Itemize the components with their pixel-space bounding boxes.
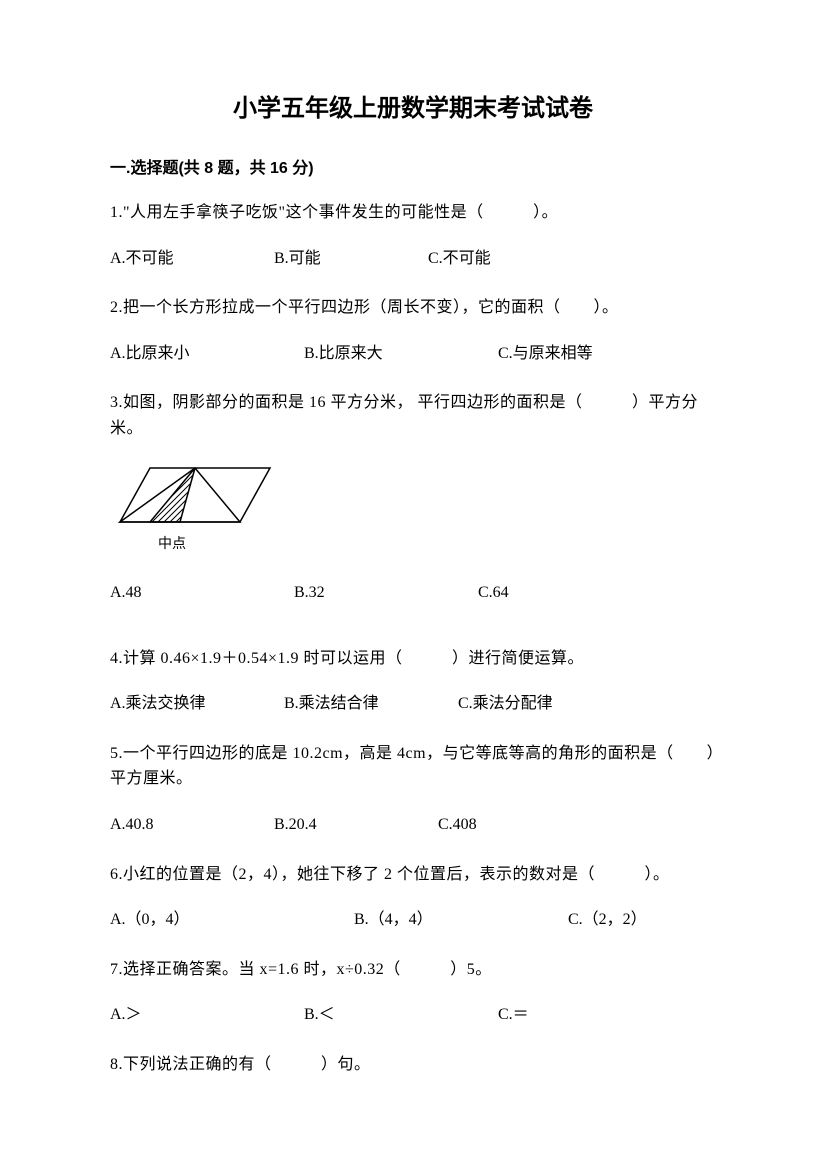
option-2a: A.比原来小 (110, 341, 300, 367)
option-4b: B.乘法结合律 (284, 691, 454, 717)
option-3a: A.48 (110, 580, 290, 606)
figure-label-midpoint: 中点 (158, 534, 716, 556)
section-heading-1: 一.选择题(共 8 题，共 16 分) (110, 156, 716, 182)
question-6-options: A.（0，4） B.（4，4） C.（2，2） (110, 907, 716, 933)
option-5b: B.20.4 (274, 812, 434, 838)
question-1-options: A.不可能 B.可能 C.不可能 (110, 246, 716, 272)
question-5: 5.一个平行四边形的底是 10.2cm，高是 4cm，与它等底等高的角形的面积是… (110, 741, 716, 792)
question-3-figure: 中点 (110, 462, 716, 556)
question-5-options: A.40.8 B.20.4 C.408 (110, 812, 716, 838)
question-3-options: A.48 B.32 C.64 (110, 580, 716, 606)
option-7b: B.＜ (304, 1002, 494, 1028)
option-7a: A.＞ (110, 1002, 300, 1028)
option-4c: C.乘法分配律 (458, 691, 553, 717)
option-6a: A.（0，4） (110, 907, 350, 933)
option-2c: C.与原来相等 (498, 341, 593, 367)
option-1a: A.不可能 (110, 246, 270, 272)
option-7c: C.＝ (498, 1002, 529, 1028)
option-1c: C.不可能 (428, 246, 491, 272)
option-6b: B.（4，4） (354, 907, 564, 933)
question-6: 6.小红的位置是（2，4），她往下移了 2 个位置后，表示的数对是（ ）。 (110, 862, 716, 888)
question-7-options: A.＞ B.＜ C.＝ (110, 1002, 716, 1028)
option-5a: A.40.8 (110, 812, 270, 838)
option-3c: C.64 (478, 580, 509, 606)
question-1: 1."人用左手拿筷子吃饭"这个事件发生的可能性是（ ）。 (110, 200, 716, 226)
page-title: 小学五年级上册数学期末考试试卷 (110, 90, 716, 128)
question-4-options: A.乘法交换律 B.乘法结合律 C.乘法分配律 (110, 691, 716, 717)
option-1b: B.可能 (274, 246, 424, 272)
question-2-options: A.比原来小 B.比原来大 C.与原来相等 (110, 341, 716, 367)
option-3b: B.32 (294, 580, 474, 606)
option-4a: A.乘法交换律 (110, 691, 280, 717)
question-3: 3.如图，阴影部分的面积是 16 平方分米， 平行四边形的面积是（ ）平方分米。 (110, 390, 716, 441)
question-4: 4.计算 0.46×1.9＋0.54×1.9 时可以运用（ ）进行简便运算。 (110, 646, 716, 672)
question-8: 8.下列说法正确的有（ ）句。 (110, 1052, 716, 1078)
option-2b: B.比原来大 (304, 341, 494, 367)
option-6c: C.（2，2） (568, 907, 647, 933)
option-5c: C.408 (438, 812, 477, 838)
question-7: 7.选择正确答案。当 x=1.6 时，x÷0.32（ ）5。 (110, 957, 716, 983)
question-2: 2.把一个长方形拉成一个平行四边形（周长不变），它的面积（ ）。 (110, 295, 716, 321)
